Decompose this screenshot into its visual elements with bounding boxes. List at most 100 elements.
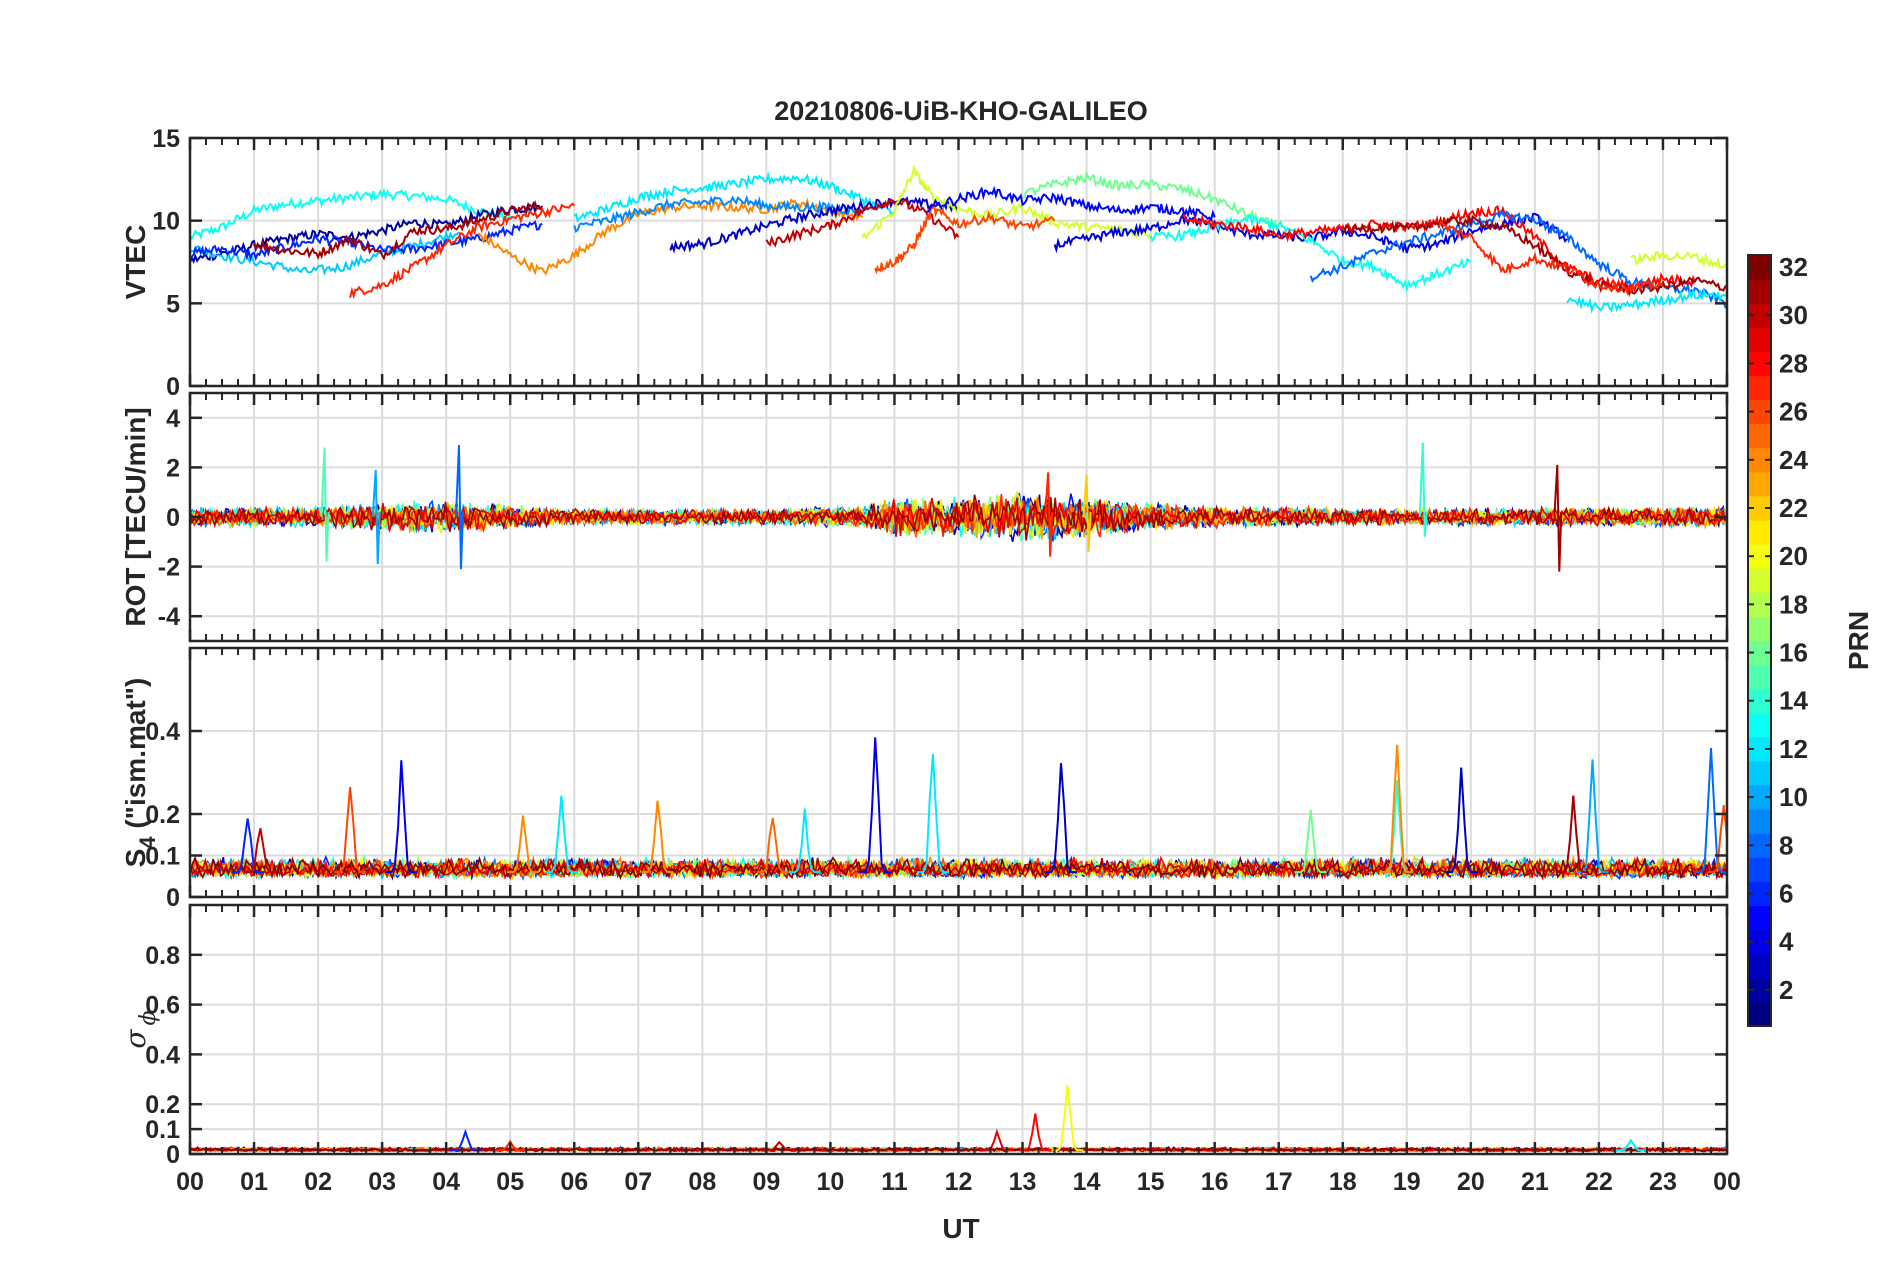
vtec-series-prn-26 (874, 205, 1056, 275)
colorbar-tick-label: 4 (1779, 927, 1794, 957)
rot-spike (454, 445, 464, 570)
s4-peak (1381, 744, 1414, 874)
vtec-y-tick-label: 0 (166, 373, 180, 401)
x-tick-label: 13 (1009, 1168, 1037, 1196)
vtec-data (190, 164, 1727, 314)
rot-y-tick-label: -2 (158, 554, 180, 582)
sigma_phi-y-ticks: 00.10.2 0.4 0.6 0.8 (145, 942, 1727, 1169)
vtec-series-prn-13 (1149, 213, 1472, 294)
s4-peak (507, 815, 539, 874)
sigma_phi-y-tick-label: 0.2 (145, 1091, 180, 1119)
x-tick-label: 05 (496, 1168, 524, 1196)
rot-spike (320, 447, 330, 562)
colorbar-band (1748, 423, 1771, 449)
colorbar-tick-label: 2 (1779, 975, 1793, 1005)
sigma_phi-y-tick-label: 0.6 (145, 992, 180, 1020)
rot-spike (1044, 472, 1054, 557)
x-tick-label: 01 (240, 1168, 268, 1196)
x-tick-label: 20 (1457, 1168, 1485, 1196)
vtec-series-prn-16 (1022, 170, 1280, 231)
colorbar-tick-label: 14 (1779, 686, 1808, 716)
rot-y-axis-label: ROT [TECU/min] (120, 407, 151, 626)
rot-y-tick-label: 0 (166, 504, 180, 532)
colorbar-band (1748, 592, 1771, 617)
panel-rot: -4 -2 0 2 4 ROT [TECU/min] (120, 391, 1729, 643)
vtec-series-prn-3 (669, 195, 960, 254)
s4-series-prn-28 (190, 855, 1727, 881)
colorbar-band (1748, 905, 1771, 931)
x-tick-label: 07 (624, 1168, 652, 1196)
x-tick-label: 21 (1521, 1168, 1549, 1196)
sigma_phi-grid (189, 905, 1728, 1155)
x-tick-label: 19 (1393, 1168, 1421, 1196)
vtec-series-prn-27 (349, 202, 576, 300)
s4-peak (859, 737, 892, 874)
colorbar-tick-label: 6 (1779, 878, 1793, 908)
colorbar-tick-label: 22 (1779, 493, 1808, 523)
x-tick-label: 23 (1649, 1168, 1677, 1196)
x-tick-label: 16 (1201, 1168, 1229, 1196)
vtec-series-prn-19 (861, 164, 1152, 240)
x-tick-label: 02 (304, 1168, 332, 1196)
s4-peak (231, 818, 264, 874)
s4-peak (1557, 795, 1590, 874)
colorbar-band (1748, 351, 1771, 376)
x-tick-label: 00 (1713, 1168, 1741, 1196)
s4-y-axis-label: S4 ("ism.mat") (120, 678, 160, 868)
vtec-series-prn-31 (1342, 213, 1727, 298)
s4-peak (641, 800, 674, 874)
colorbar-band (1748, 953, 1771, 979)
colorbar-tick-label: 30 (1779, 300, 1808, 330)
colorbar-band (1748, 833, 1771, 858)
sigma_phi-peak (494, 1139, 527, 1152)
x-tick-label: 22 (1585, 1168, 1613, 1196)
colorbar-tick-label: 18 (1779, 589, 1808, 619)
s4-y-tick-label: 0.1 (145, 843, 180, 871)
colorbar-band (1748, 447, 1771, 473)
s4-peak (334, 787, 367, 874)
vtec-series-prn-5 (926, 185, 1216, 223)
s4-peak (545, 795, 578, 874)
colorbar-tick-label: 10 (1779, 782, 1808, 812)
vtec-series-prn-19 (1630, 250, 1727, 270)
vtec-series-prn-4 (1053, 212, 1568, 254)
s4-peak (1045, 763, 1077, 874)
vtec-series-prn-31 (253, 199, 544, 261)
colorbar-band (1748, 1001, 1771, 1027)
vtec-series-prn-2 (190, 200, 543, 264)
s4-series-prn-32 (190, 855, 1727, 881)
colorbar-band (1748, 809, 1771, 834)
x-tick-label: 18 (1329, 1168, 1357, 1196)
x-tick-label: 00 (176, 1168, 204, 1196)
rot-spike (371, 469, 381, 565)
vtec-series-prn-9 (573, 194, 863, 233)
sigma_phi-y-tick-label: 0.1 (145, 1116, 180, 1144)
x-tick-label: 12 (945, 1168, 973, 1196)
rot-y-tick-label: -4 (158, 603, 180, 631)
colorbar-band (1748, 977, 1771, 1003)
colorbar-band (1748, 616, 1771, 641)
colorbar-band (1748, 881, 1771, 907)
colorbar-tick-label: 26 (1779, 397, 1808, 427)
rot-y-ticks: -4 -2 0 2 4 (158, 405, 1727, 631)
s4-x-ticks (188, 648, 1729, 897)
colorbar-band (1748, 568, 1771, 593)
chart-title: 20210806-UiB-KHO-GALILEO (774, 96, 1148, 126)
s4-peak (1294, 809, 1327, 874)
s4-data (190, 737, 1727, 881)
colorbar-band (1748, 471, 1771, 497)
colorbar-band (1748, 327, 1771, 352)
colorbar-band (1748, 495, 1771, 521)
s4-series-prn-24 (190, 854, 1727, 881)
sigma_phi-peak (763, 1140, 796, 1152)
rot-data (190, 442, 1727, 572)
colorbar-band (1748, 520, 1771, 545)
s4-y-ticks: 0 0.1 0.2 0.4 (145, 718, 1727, 912)
vtec-series-prn-12 (1566, 286, 1727, 314)
x-tick-label: 08 (688, 1168, 716, 1196)
colorbar-band (1748, 303, 1771, 328)
vtec-x-ticks (188, 138, 1729, 386)
